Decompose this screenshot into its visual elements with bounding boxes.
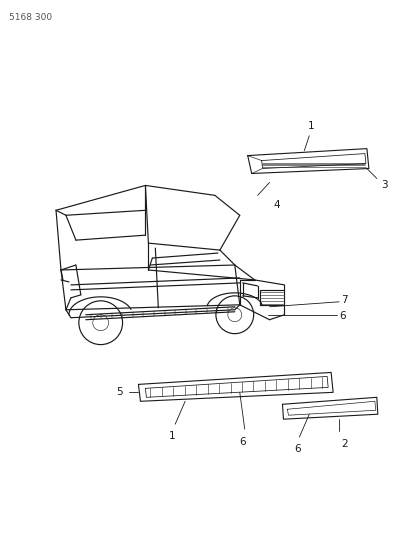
Text: 5168 300: 5168 300 <box>9 13 52 22</box>
Text: 1: 1 <box>307 120 314 131</box>
Text: 6: 6 <box>338 311 345 321</box>
Text: 6: 6 <box>293 444 300 454</box>
Text: 7: 7 <box>340 295 347 305</box>
Text: 1: 1 <box>169 431 175 441</box>
Text: 2: 2 <box>340 439 347 449</box>
Text: 4: 4 <box>273 200 279 211</box>
Text: 5: 5 <box>116 387 122 397</box>
Text: 6: 6 <box>239 437 245 447</box>
Text: 3: 3 <box>380 181 387 190</box>
